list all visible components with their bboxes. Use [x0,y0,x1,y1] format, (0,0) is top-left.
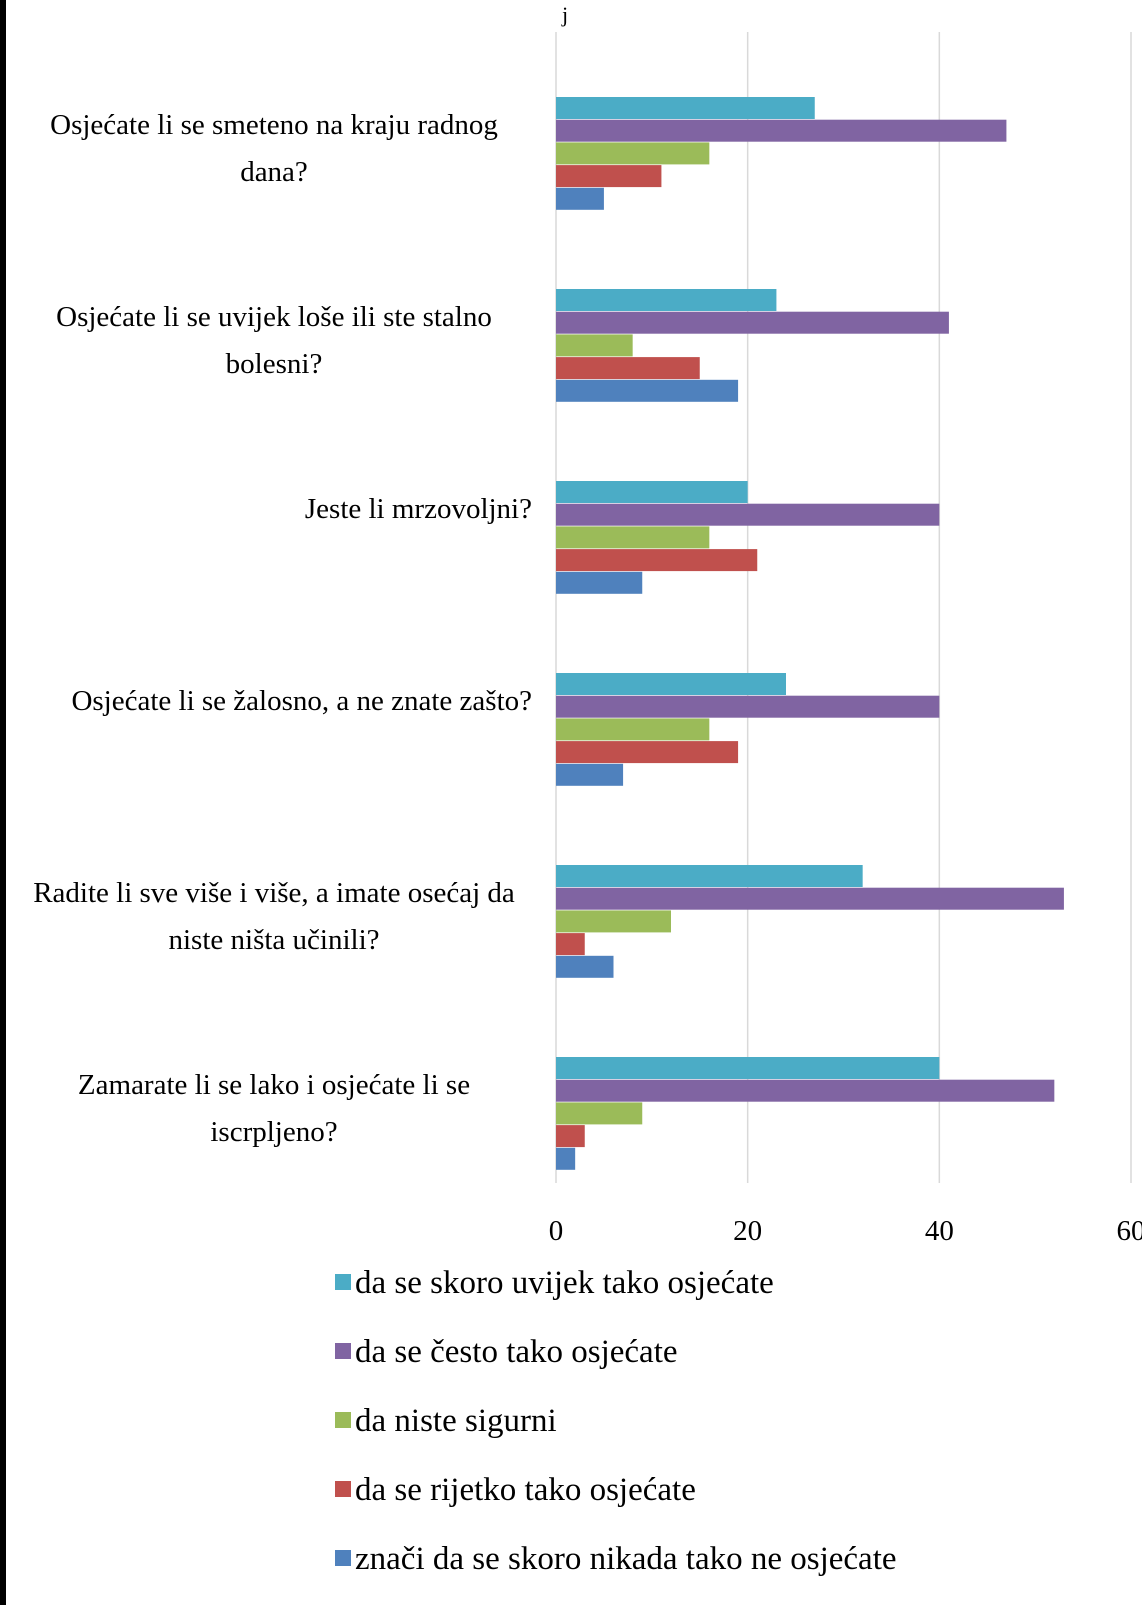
legend-swatch-4 [335,1550,351,1566]
bar-c0-s2 [556,142,710,165]
legend-label-2: da niste sigurni [355,1403,557,1439]
legend-label-0: da se skoro uvijek tako osjećate [355,1265,774,1301]
bar-c2-s3 [556,549,758,572]
bar-c4-s0 [556,865,863,887]
x-tick-label-0: 0 [549,1215,564,1247]
legend-swatch-2 [335,1412,351,1428]
bar-c2-s1 [556,503,940,526]
x-tick-label-1: 20 [733,1215,762,1247]
category-label-5: Zamarate li se lako i osjećate li se iscr… [78,1069,470,1148]
bar-c1-s3 [556,357,700,380]
bar-c0-s0 [556,97,815,119]
bar-c1-s0 [556,289,777,311]
x-tick-labels: 0 20 40 60 [549,1215,1142,1247]
bar-c3-s2 [556,718,710,741]
legend-swatch-0 [335,1274,351,1290]
bar-c5-s4 [556,1147,576,1170]
bar-c2-s0 [556,481,748,503]
legend-label-4: znači da se skoro nikada tako ne osjećat… [355,1541,897,1577]
bar-c4-s3 [556,933,585,956]
bar-c0-s3 [556,165,662,188]
legend-swatch-1 [335,1343,351,1359]
bar-c0-s1 [556,119,1007,142]
legend-label-3: da se rijetko tako osjećate [355,1472,696,1508]
bar-c2-s2 [556,526,710,549]
category-label-4: Radite li sve više i više, a imate oseća… [33,877,515,956]
category-label-1: Osjećate li se uvijek loše ili ste staln… [56,301,492,380]
bar-chart: j Osjećate li se smeteno na kraju radnog… [33,2,1142,1577]
bar-c5-s0 [556,1057,940,1079]
bar-c4-s2 [556,910,671,933]
bar-c5-s2 [556,1102,643,1125]
bar-c5-s3 [556,1125,585,1148]
bar-c1-s1 [556,311,949,334]
bar-c3-s1 [556,695,940,718]
legend-label-1: da se često tako osjećate [355,1334,678,1370]
legend: da se skoro uvijek tako osjećate da se če… [335,1265,897,1577]
bar-c4-s1 [556,887,1064,910]
category-labels: Osjećate li se smeteno na kraju radnog da… [33,109,532,1148]
chart-title: j [561,2,568,27]
bar-c4-s4 [556,955,614,978]
x-tick-label-2: 40 [925,1215,954,1247]
bar-c3-s3 [556,741,739,764]
category-label-2: Jeste li mrzovoljni? [305,493,532,525]
bar-c0-s4 [556,187,604,210]
legend-swatch-3 [335,1481,351,1497]
bar-c1-s4 [556,379,739,402]
bar-group [556,97,1064,1170]
gridlines [555,32,1132,1183]
bar-c5-s1 [556,1079,1055,1102]
x-tick-label-3: 60 [1117,1215,1142,1247]
bar-c2-s4 [556,571,643,594]
bar-c3-s4 [556,763,624,786]
category-label-3: Osjećate li se žalosno, a ne znate zašto… [71,685,532,717]
bar-c1-s2 [556,334,633,357]
category-label-0: Osjećate li se smeteno na kraju radnog da… [50,109,498,188]
bar-c3-s0 [556,673,786,695]
